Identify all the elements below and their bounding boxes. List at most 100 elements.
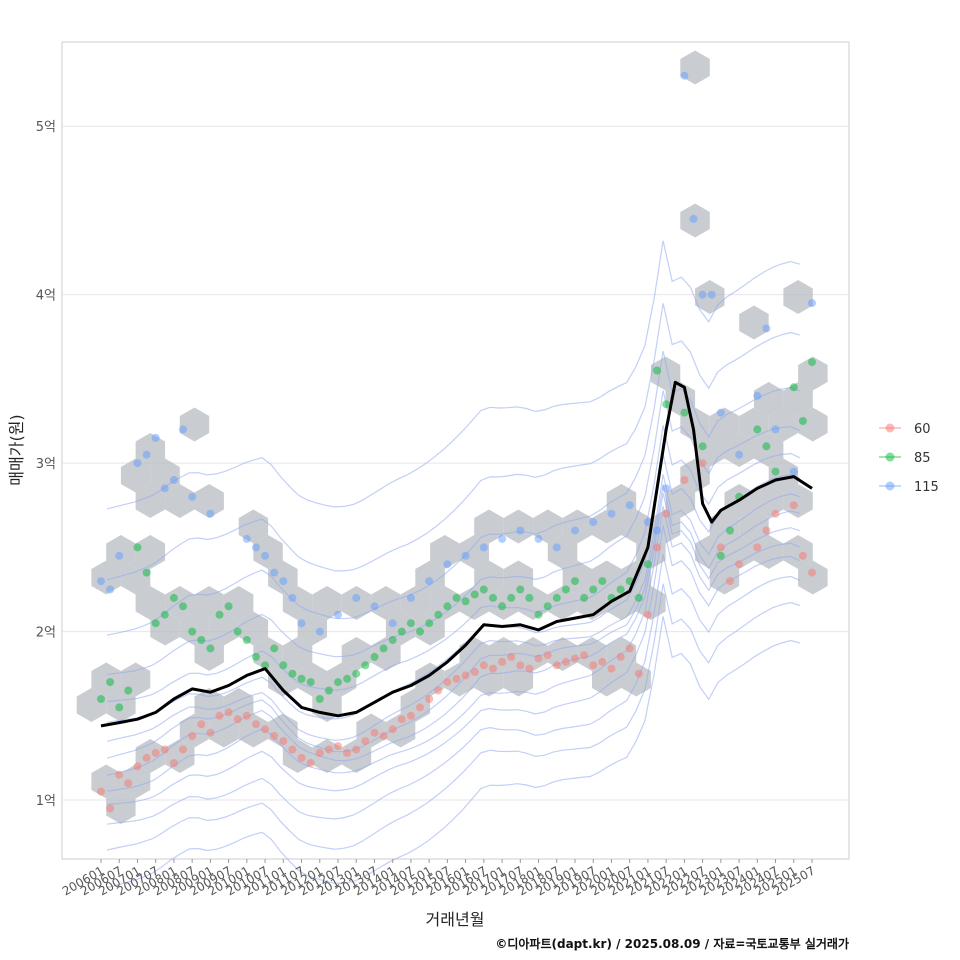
point-series-85 [188, 627, 197, 636]
point-series-85 [662, 400, 671, 409]
point-series-60 [726, 577, 734, 586]
point-series-60 [653, 543, 661, 552]
point-series-85 [297, 674, 306, 683]
legend: 60 85 115 [879, 422, 939, 495]
point-series-115 [789, 467, 798, 476]
y-tick-label: 2억 [36, 626, 56, 641]
hex-bin [562, 509, 592, 544]
point-series-85 [516, 585, 525, 594]
point-series-85 [616, 585, 625, 594]
point-series-60 [534, 654, 543, 663]
point-series-115 [762, 324, 771, 333]
point-series-85 [279, 661, 288, 670]
point-series-115 [534, 534, 543, 543]
point-series-85 [461, 597, 470, 606]
point-series-60 [315, 748, 324, 757]
point-series-60 [151, 748, 160, 757]
hex-bin [341, 586, 372, 620]
hex-bin [165, 484, 195, 518]
point-series-115 [252, 543, 260, 552]
hex-bin [209, 713, 239, 748]
legend-key-point [885, 423, 895, 433]
point-series-85 [479, 585, 488, 594]
point-series-85 [634, 593, 643, 602]
hex-bin [592, 560, 622, 595]
point-series-85 [416, 627, 424, 636]
point-series-60 [580, 651, 589, 660]
point-series-60 [516, 661, 525, 670]
density-contour [106, 583, 800, 851]
point-series-115 [370, 602, 379, 611]
point-series-60 [698, 459, 707, 468]
point-series-115 [643, 518, 652, 527]
point-series-115 [571, 526, 579, 535]
point-series-60 [552, 661, 561, 670]
hex-bin [474, 509, 504, 544]
y-tick-labels: 1억 2억 3억 4억 5억 [36, 120, 56, 809]
point-series-60 [361, 737, 370, 746]
point-series-60 [215, 711, 224, 720]
point-series-115 [479, 543, 488, 552]
point-series-115 [97, 577, 105, 586]
density-contour [107, 454, 801, 723]
hex-bin [415, 611, 445, 646]
hex-bin [547, 535, 578, 569]
point-series-60 [288, 745, 297, 754]
point-series-115 [279, 577, 288, 586]
point-series-85 [525, 593, 534, 602]
point-series-60 [543, 651, 552, 660]
hex-bin [474, 662, 504, 697]
point-series-85 [589, 585, 598, 594]
point-series-115 [188, 492, 197, 501]
point-series-115 [552, 543, 561, 552]
hex-bin [430, 535, 460, 569]
hex-bin [223, 586, 254, 620]
point-series-60 [279, 737, 288, 746]
hex-bin [724, 535, 754, 569]
point-series-85 [680, 408, 689, 417]
point-series-85 [334, 678, 342, 687]
point-series-60 [808, 568, 816, 577]
hex-bin [798, 407, 828, 442]
point-series-85 [789, 383, 798, 392]
hex-bin [194, 484, 224, 518]
point-series-115 [707, 290, 716, 299]
density-contour [106, 616, 800, 889]
point-series-85 [169, 593, 178, 602]
point-series-60 [397, 715, 406, 724]
point-series-85 [179, 602, 187, 611]
hex-bin [709, 560, 740, 595]
point-series-115 [261, 551, 270, 560]
point-series-115 [698, 290, 707, 299]
legend-label: 115 [914, 480, 939, 495]
point-series-60 [662, 509, 671, 518]
hex-bin [371, 637, 401, 671]
point-series-85 [160, 610, 169, 619]
hex-bin [709, 407, 740, 442]
point-series-60 [388, 725, 397, 734]
hex-bin [709, 509, 740, 544]
point-series-60 [771, 509, 780, 518]
y-tick-label: 4억 [36, 289, 56, 304]
hex-bin [503, 509, 534, 544]
caption: ©디아파트(dapt.kr) / 2025.08.09 / 자료=국토교통부 실… [495, 936, 849, 951]
point-series-115 [406, 593, 415, 602]
point-series-85 [434, 610, 443, 619]
point-series-60 [680, 476, 689, 484]
point-series-115 [179, 425, 187, 434]
point-series-85 [233, 627, 242, 636]
point-series-60 [607, 664, 616, 673]
point-series-115 [352, 593, 361, 602]
point-series-85 [115, 703, 124, 712]
point-series-115 [206, 509, 215, 518]
hex-bin [754, 535, 784, 569]
hex-bin [91, 662, 121, 697]
point-series-85 [151, 619, 160, 628]
point-series-85 [142, 568, 151, 577]
x-tick-labels: 2006012006072007012007072008012008072009… [60, 859, 818, 899]
point-series-115 [334, 610, 342, 619]
point-series-60 [643, 610, 652, 619]
point-series-85 [361, 661, 370, 670]
point-series-60 [470, 668, 479, 676]
